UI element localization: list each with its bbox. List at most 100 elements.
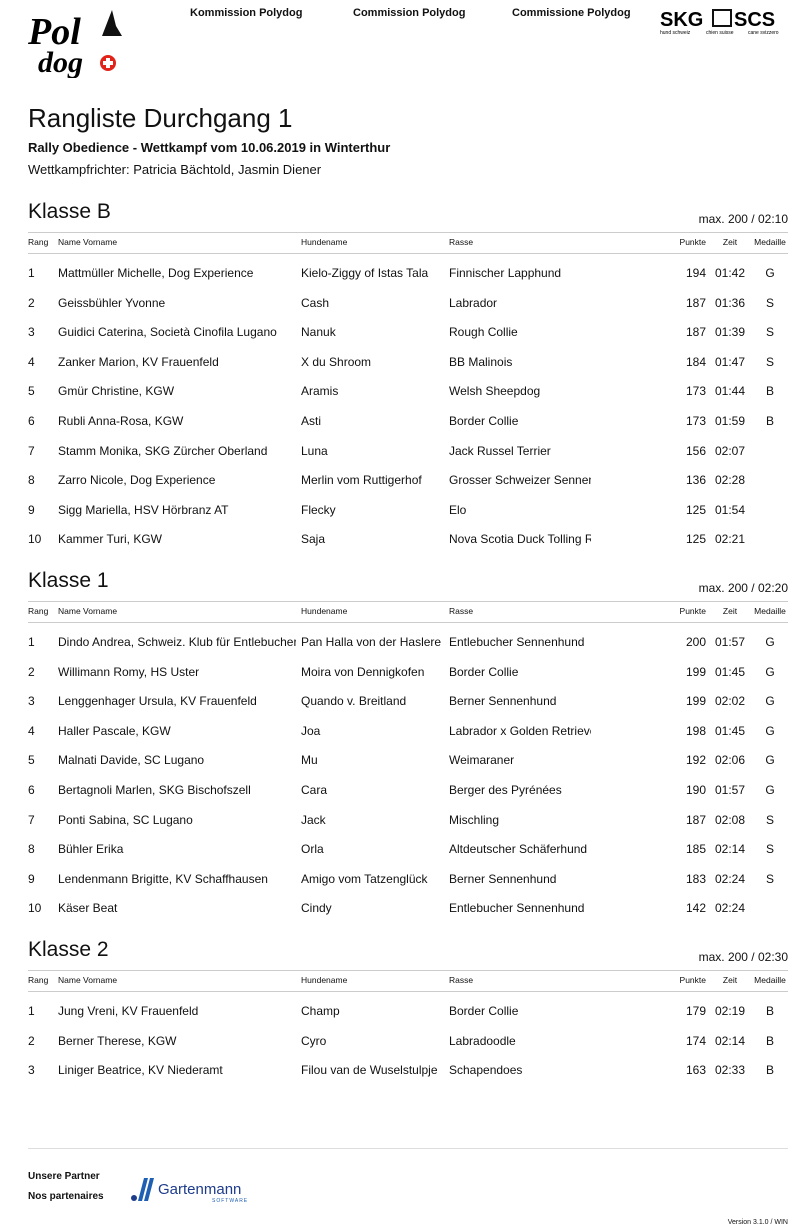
cell: Pan Halla von der Haslere [301,635,442,649]
cell: S [765,842,774,857]
table-divider [28,601,788,602]
skg-icon [712,9,732,27]
cell: Jack Russel Terrier [449,443,551,458]
cell: Labrador [449,295,498,310]
cell: 187 [685,325,706,340]
page-title: Rangliste Durchgang 1 [28,103,293,133]
cell: 136 [685,473,706,488]
cell: 01:59 [714,414,746,428]
cell: Border Collie [449,1004,519,1018]
cell: 10 [28,532,42,547]
judges: Wettkampfrichter: Patricia Bächtold, Jas… [28,162,322,177]
column-header: Punkte [679,975,706,985]
cell: 1 [28,266,35,280]
partners-label: Unsere Partner [28,1171,100,1182]
column-header: Hundename [301,606,348,616]
cell: G [765,635,775,649]
cell: 9 [28,871,35,886]
cell: B [765,414,774,428]
skg-text: SKG [660,9,703,31]
table-divider [28,622,788,623]
column-header: Punkte [679,606,706,616]
cell: Cindy [301,901,332,916]
cell: Nova Scotia Duck Tolling Ret [449,532,591,547]
cell: 5 [28,384,35,399]
column-header: Zeit [722,975,738,985]
cell: Joa [301,723,321,738]
skg-sub: hund schweiz [660,30,691,36]
cell: S [765,812,774,827]
commission-fr: Commission Polydog [353,7,466,19]
cell: Schapendoes [449,1063,523,1078]
cell: 187 [685,812,706,827]
commission-de: Kommission Polydog [190,7,303,19]
cell: 125 [685,502,706,517]
column-header: Name Vorname [58,606,118,616]
cell: 01:39 [714,325,746,340]
gartenmann-logo: Gartenmann SOFTWARE [131,1178,247,1204]
cell: G [765,266,775,280]
cell: 142 [685,901,706,916]
cell: 190 [685,783,706,797]
logo-mark [138,1178,154,1201]
column-header: Rang [28,975,49,985]
cell: 2 [28,1033,35,1048]
cell: Saja [301,532,326,547]
cell: B [765,1004,774,1018]
cell: Liniger Beatrice, KV Niederamt [58,1063,223,1078]
cell: 9 [28,502,35,517]
column-header: Hundename [301,237,348,247]
cell: Berner Sennenhund [449,694,557,709]
cell: 2 [28,295,35,310]
cell: 3 [28,1063,35,1078]
column-header: Hundename [301,975,348,985]
cell: 01:57 [714,783,746,797]
logo-text: dog [38,46,83,78]
column-header: Zeit [722,237,738,247]
cell: 179 [685,1004,706,1018]
cell: 173 [685,384,706,399]
cell: 3 [28,694,35,709]
cell: Welsh Sheepdog [449,384,541,399]
version: Version 3.1.0 / WIN [727,1219,788,1226]
cell: 156 [685,443,706,458]
cell: B [765,384,774,399]
cell: Ponti Sabina, SC Lugano [58,812,193,827]
partners-label: Nos partenaires [28,1191,104,1202]
cell: 198 [685,723,706,738]
cell: G [765,664,775,679]
cell: 01:42 [714,266,746,280]
cell: G [765,723,775,738]
cell: Berner Sennenhund [449,871,557,886]
column-header: Rasse [449,237,474,247]
section-max: max. 200 / 02:30 [698,950,788,964]
cell: 02:19 [714,1004,746,1018]
cell: 02:14 [714,1033,746,1048]
cell: 10 [28,901,42,916]
section-max: max. 200 / 02:20 [698,581,788,595]
swiss-cross [103,58,113,68]
table-divider [28,232,788,233]
cell: S [765,325,774,340]
column-header: Rang [28,237,49,247]
cell: Rough Collie [449,325,518,340]
cell: 7 [28,443,35,458]
cell: Kielo-Ziggy of Istas Tala [301,266,429,280]
cell: Dindo Andrea, Schweiz. Klub für Entlebuc… [58,635,296,649]
cell: Moira von Dennigkofen [301,664,425,679]
cell: Cash [301,295,330,310]
cell: 02:24 [714,901,746,916]
column-header: Zeit [722,606,738,616]
cell: B [765,1063,774,1078]
section-title: Klasse 1 [28,569,109,592]
cell: Labrador x Golden Retriever [449,723,591,738]
cell: BB Malinois [449,354,513,369]
cell: 02:08 [714,812,746,827]
cell: Gmür Christine, KGW [58,384,175,399]
cell: 200 [685,635,706,649]
cell: 01:36 [714,295,746,310]
cell: 02:02 [714,694,746,709]
cell: G [765,783,775,797]
cell: 01:54 [714,502,746,517]
cell: Border Collie [449,414,519,428]
